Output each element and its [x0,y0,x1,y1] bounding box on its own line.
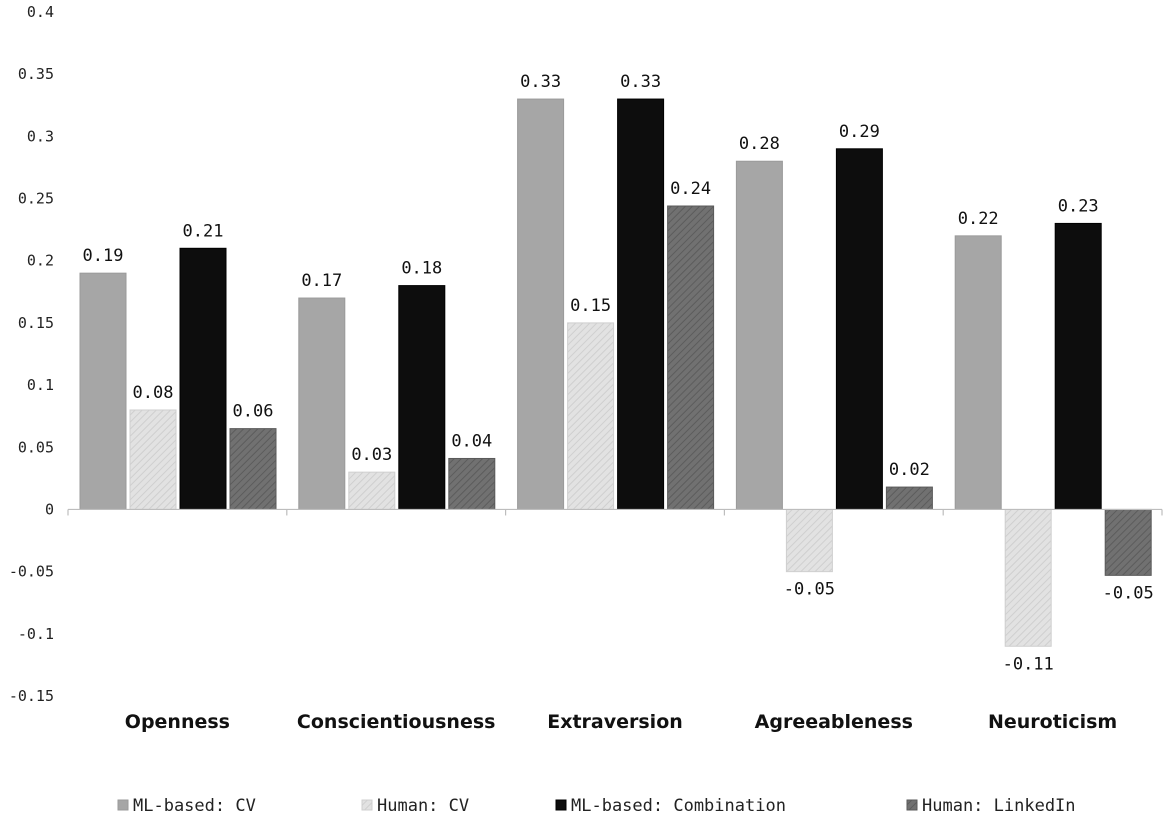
y-tick-label: 0.05 [18,438,54,456]
category-label-conscientiousness: Conscientiousness [297,711,496,733]
data-label: 0.33 [620,72,661,92]
bars [79,98,1152,647]
category-label-neuroticism: Neuroticism [988,711,1117,733]
data-label: 0.23 [1058,196,1099,216]
legend-label-human-cv: Human: CV [377,796,469,816]
data-label: 0.21 [183,221,224,241]
y-tick-label: -0.15 [9,687,54,705]
bar-ml-based-cv-extraversion [517,98,565,510]
y-tick-label: -0.1 [18,625,54,643]
bar-human-cv-neuroticism [1004,508,1052,647]
bar-ml-based-combination-openness [179,247,227,510]
data-label: 0.08 [133,383,174,403]
data-label: -0.05 [784,580,835,600]
bar-ml-based-cv-openness [79,272,127,510]
bar-human-linkedin-agreeableness [885,486,933,510]
x-axis [67,508,1163,516]
category-label-agreeableness: Agreeableness [755,711,913,733]
y-tick-label: 0 [45,500,54,518]
data-label: 0.04 [451,431,492,451]
data-label: -0.11 [1003,654,1054,674]
data-label: 0.33 [520,72,561,92]
data-label: 0.22 [958,209,999,229]
bar-human-linkedin-openness [229,428,277,510]
bar-ml-based-cv-conscientiousness [298,297,346,510]
category-label-extraversion: Extraversion [547,711,683,733]
data-label: 0.18 [401,259,442,279]
data-label: 0.03 [351,445,392,465]
legend-swatch-ml-based-cv [117,799,129,811]
bar-ml-based-combination-neuroticism [1054,222,1102,510]
y-tick-label: 0.3 [27,127,54,145]
y-tick-label: 0.4 [27,3,54,21]
data-label: 0.28 [739,134,780,154]
legend-label-ml-based-cv: ML-based: CV [133,796,256,816]
bar-human-cv-extraversion [567,322,615,510]
data-label: 0.29 [839,122,880,142]
bar-ml-based-combination-agreeableness [835,148,883,510]
y-tick-label: 0.1 [27,376,54,394]
data-label: 0.19 [83,246,124,266]
legend-label-human-linkedin: Human: LinkedIn [922,796,1076,816]
y-tick-label: 0.25 [18,190,54,208]
legend: ML-based: CV Human: CV ML-based: Combinati… [117,796,1076,816]
legend-swatch-human-linkedin [906,799,918,811]
bar-human-cv-conscientiousness [348,471,396,510]
data-label: 0.02 [889,460,930,480]
legend-swatch-human-cv [361,799,373,811]
category-labels: Openness Conscientiousness Extraversion Agr… [125,711,1117,733]
bar-human-cv-openness [129,409,177,510]
data-label: 0.06 [233,402,274,422]
y-tick-label: 0.35 [18,65,54,83]
legend-label-ml-based-combination: ML-based: Combination [571,796,786,816]
bar-human-linkedin-neuroticism [1104,508,1152,576]
y-axis-ticks: 0.4 0.35 0.3 0.25 0.2 0.15 0.1 0.05 0 -0.05 -0.1 -0… [9,3,54,705]
bar-ml-based-cv-agreeableness [735,160,783,510]
data-label: 0.15 [570,296,611,316]
bar-human-linkedin-conscientiousness [448,457,496,510]
bar-ml-based-cv-neuroticism [954,235,1002,510]
data-label: 0.24 [670,179,711,199]
legend-swatch-ml-based-combination [555,799,567,811]
y-tick-label: -0.05 [9,563,54,581]
bar-ml-based-combination-extraversion [617,98,665,510]
category-label-openness: Openness [125,711,230,733]
y-tick-label: 0.15 [18,314,54,332]
data-label: 0.17 [301,271,342,291]
y-tick-label: 0.2 [27,252,54,270]
bar-human-cv-agreeableness [785,508,833,573]
data-labels: 0.19 0.17 0.33 0.28 0.22 0.08 0.03 0.15 -0.05 -0.… [83,72,1154,674]
bar-ml-based-combination-conscientiousness [398,285,446,510]
data-label: -0.05 [1103,583,1154,603]
bar-human-linkedin-extraversion [667,205,715,510]
